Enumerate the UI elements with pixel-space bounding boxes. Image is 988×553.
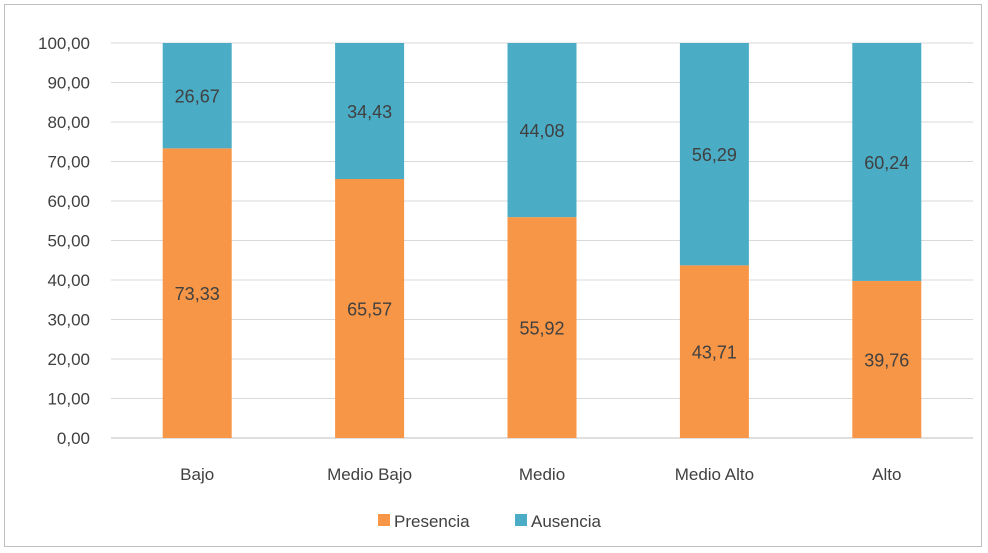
y-tick-label: 50,00 (47, 232, 90, 251)
bar-ausencia-1 (335, 43, 405, 179)
legend: Presencia Ausencia (378, 512, 601, 531)
y-tick-label: 70,00 (47, 153, 90, 172)
bar-presencia-2 (507, 217, 577, 438)
legend-swatch-presencia (378, 514, 390, 526)
y-tick-label: 40,00 (47, 271, 90, 290)
bar-presencia-1 (335, 178, 405, 438)
y-tick-label: 0,00 (57, 429, 90, 448)
data-label-ausencia: 44,08 (519, 121, 564, 141)
data-label-ausencia: 60,24 (864, 153, 909, 173)
legend-swatch-ausencia (515, 514, 527, 526)
y-tick-label: 60,00 (47, 192, 90, 211)
x-category-label: Medio (519, 465, 565, 484)
x-category-label: Alto (872, 465, 901, 484)
bar-ausencia-3 (679, 43, 749, 266)
y-tick-label: 10,00 (47, 390, 90, 409)
data-label-presencia: 39,76 (864, 350, 909, 370)
y-tick-label: 100,00 (38, 34, 90, 53)
x-category-label: Medio Alto (675, 465, 754, 484)
data-label-ausencia: 26,67 (175, 87, 220, 107)
y-tick-label: 90,00 (47, 74, 90, 93)
bar-ausencia-4 (852, 43, 922, 281)
x-category-label: Medio Bajo (327, 465, 412, 484)
data-label-presencia: 43,71 (692, 343, 737, 363)
legend-label-presencia: Presencia (394, 512, 470, 531)
x-axis-categories: Bajo Medio Bajo Medio Medio Alto Alto (180, 465, 901, 484)
y-axis-ticks: 0,00 10,00 20,00 30,00 40,00 50,00 60,00 70,00 8… (38, 34, 90, 448)
bar-ausencia-2 (507, 43, 577, 218)
bar-presencia-3 (679, 265, 749, 438)
data-label-presencia: 55,92 (519, 319, 564, 339)
x-category-label: Bajo (180, 465, 214, 484)
bar-ausencia-0 (162, 43, 232, 149)
bars (162, 43, 922, 438)
data-label-ausencia: 56,29 (692, 145, 737, 165)
bar-presencia-0 (162, 148, 232, 438)
y-tick-label: 20,00 (47, 350, 90, 369)
bar-presencia-4 (852, 280, 922, 438)
data-label-presencia: 65,57 (347, 299, 392, 319)
data-labels: 73,33 26,67 65,57 34,43 55,92 44,08 43,71 56,29… (175, 87, 910, 371)
data-label-presencia: 73,33 (175, 284, 220, 304)
data-label-ausencia: 34,43 (347, 102, 392, 122)
y-tick-label: 30,00 (47, 311, 90, 330)
legend-label-ausencia: Ausencia (531, 512, 601, 531)
y-tick-label: 80,00 (47, 113, 90, 132)
